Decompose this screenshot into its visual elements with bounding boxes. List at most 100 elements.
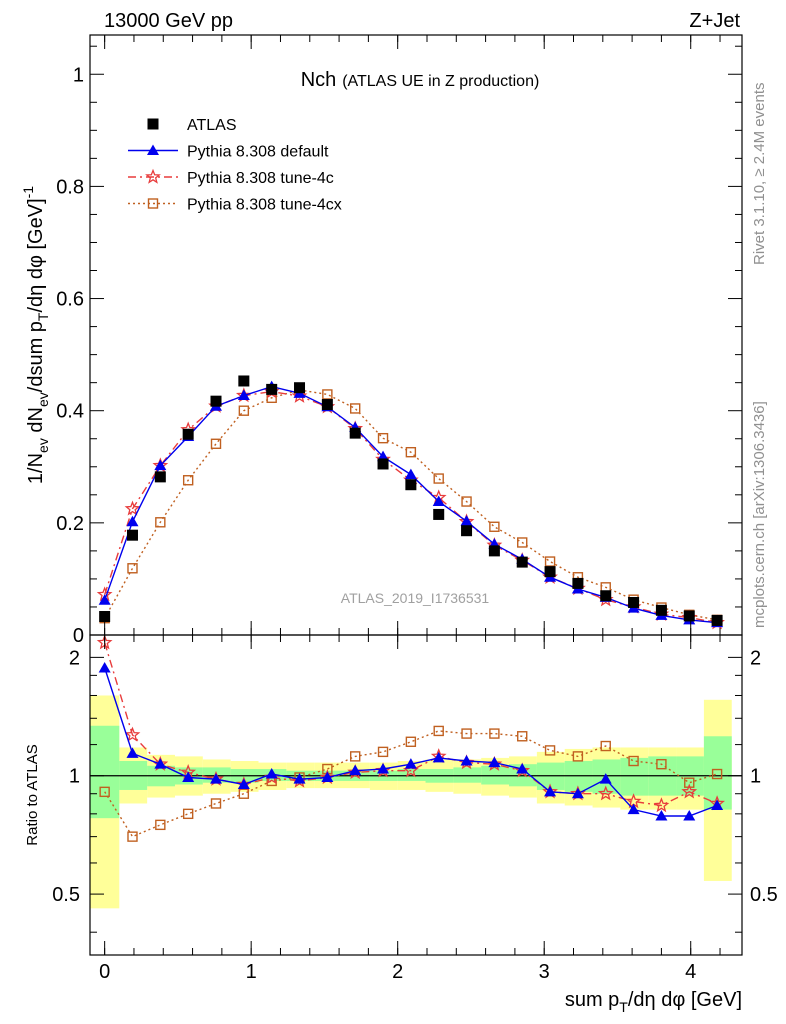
legend-entry-atlas: ATLAS bbox=[147, 117, 237, 134]
data-point-atlas bbox=[600, 590, 612, 602]
ratio-point-pythia-8-308-default bbox=[544, 785, 557, 797]
legend-entry-pythia-8-308-tune-4cx: Pythia 8.308 tune-4cx bbox=[128, 197, 342, 214]
data-point-pythia-8-308-tune-4cx bbox=[377, 432, 389, 444]
legend-label: Pythia 8.308 tune-4cx bbox=[187, 197, 342, 214]
legend-label: Pythia 8.308 tune-4c bbox=[187, 170, 334, 187]
y-tick-label: 0.8 bbox=[56, 176, 84, 198]
ratio-point-pythia-8-308-default bbox=[683, 809, 696, 821]
ratio-point-pythia-8-308-default bbox=[404, 758, 417, 769]
ratio-point-pythia-8-308-default bbox=[154, 758, 167, 769]
data-point-atlas bbox=[488, 545, 500, 557]
ratio-point-pythia-8-308-default bbox=[210, 773, 223, 784]
ratio-point-pythia-8-308-tune-4cx bbox=[544, 745, 556, 756]
y-tick-label: 1 bbox=[73, 64, 84, 86]
legend-entry-pythia-8-308-tune-4c: Pythia 8.308 tune-4c bbox=[128, 168, 334, 187]
main-plot-panel: 0 0.2 0.4 0.6 0.8 1 Nch (ATLAS UE in Z produc… bbox=[20, 34, 743, 647]
ratio-series-pythia-8-308-default bbox=[98, 661, 724, 821]
data-point-atlas bbox=[433, 508, 445, 520]
data-point-pythia-8-308-tune-4cx bbox=[127, 563, 138, 574]
ratio-point-pythia-8-308-tune-4cx bbox=[656, 758, 667, 770]
ratio-y-tick-label-right: 2 bbox=[750, 647, 761, 669]
ratio-point-pythia-8-308-tune-4cx bbox=[628, 755, 639, 767]
ratio-point-pythia-8-308-tune-4cx bbox=[684, 777, 695, 788]
main-y-axis-label: 1/Nev dNev/dsum pT/dη dφ [GeV]-1 bbox=[20, 186, 51, 484]
ratio-series-pythia-8-308-tune-4cx bbox=[99, 725, 723, 842]
legend-marker bbox=[147, 118, 159, 130]
ratio-point-pythia-8-308-tune-4cx bbox=[405, 736, 417, 747]
ratio-point-pythia-8-308-default bbox=[711, 799, 724, 811]
data-point-pythia-8-308-tune-4cx bbox=[544, 556, 556, 567]
data-point-atlas bbox=[628, 596, 640, 608]
ratio-point-pythia-8-308-tune-4cx bbox=[99, 786, 110, 798]
legend: ATLAS Pythia 8.308 default Pythia 8.308 tu… bbox=[128, 117, 342, 214]
series-atlas bbox=[99, 375, 723, 626]
band-green bbox=[564, 761, 593, 792]
ratio-point-pythia-8-308-tune-4cx bbox=[711, 768, 723, 780]
ratio-point-pythia-8-308-default bbox=[237, 778, 250, 789]
rivet-label: Rivet 3.1.10, ≥ 2.4M events bbox=[751, 83, 768, 266]
uncertainty-bands bbox=[90, 695, 732, 909]
ratio-point-pythia-8-308-tune-4c bbox=[597, 785, 614, 801]
data-point-pythia-8-308-tune-4cx bbox=[182, 475, 194, 486]
ratio-point-pythia-8-308-tune-4cx bbox=[349, 751, 361, 762]
mcplots-label: mcplots.cern.ch [arXiv:1306.3436] bbox=[751, 401, 768, 628]
ratio-point-pythia-8-308-tune-4cx bbox=[600, 740, 611, 752]
ratio-point-pythia-8-308-default bbox=[432, 751, 445, 763]
series-line-pythia-8-308-tune-4c bbox=[104, 390, 718, 624]
ratio-point-pythia-8-308-default bbox=[571, 787, 584, 799]
band-green bbox=[90, 725, 120, 819]
ratio-point-pythia-8-308-default bbox=[265, 768, 278, 779]
x-tick-label: 2 bbox=[392, 961, 403, 983]
data-point-pythia-8-308-tune-4cx bbox=[489, 521, 500, 532]
ratio-point-pythia-8-308-tune-4cx bbox=[433, 725, 444, 737]
band-green bbox=[453, 767, 482, 783]
ratio-point-pythia-8-308-tune-4cx bbox=[489, 728, 500, 739]
ratio-point-pythia-8-308-default bbox=[126, 747, 139, 758]
data-point-atlas bbox=[99, 610, 111, 622]
ratio-point-pythia-8-308-default bbox=[488, 756, 501, 768]
x-tick-label: 0 bbox=[99, 961, 110, 983]
legend-label: Pythia 8.308 default bbox=[187, 144, 329, 161]
x-tick-label: 4 bbox=[685, 961, 696, 983]
data-point-atlas bbox=[461, 525, 473, 537]
data-point-atlas bbox=[266, 383, 278, 395]
ratio-plot-frame bbox=[89, 634, 743, 956]
ratio-point-pythia-8-308-tune-4cx bbox=[182, 808, 194, 820]
x-axis-label: sum pT/dη dφ [GeV] bbox=[565, 989, 742, 1015]
data-point-pythia-8-308-default bbox=[154, 459, 167, 471]
ratio-point-pythia-8-308-default bbox=[182, 771, 195, 782]
series-pythia-8-308-tune-4cx bbox=[99, 384, 723, 626]
ratio-point-pythia-8-308-default bbox=[321, 771, 334, 782]
data-point-pythia-8-308-tune-4cx bbox=[238, 405, 250, 416]
data-point-atlas bbox=[377, 458, 389, 470]
ratio-line-pythia-8-308-tune-4c bbox=[104, 642, 718, 807]
y-tick-label: 0 bbox=[73, 625, 84, 647]
data-point-pythia-8-308-default bbox=[404, 468, 417, 480]
ratio-point-pythia-8-308-tune-4cx bbox=[377, 746, 389, 758]
ratio-point-pythia-8-308-default bbox=[98, 661, 111, 673]
data-point-atlas bbox=[210, 395, 222, 407]
data-point-pythia-8-308-tune-4cx bbox=[461, 496, 472, 507]
ratio-point-pythia-8-308-default bbox=[377, 763, 390, 774]
legend-label: ATLAS bbox=[187, 117, 237, 134]
header-left: 13000 GeV pp bbox=[104, 10, 233, 32]
data-point-pythia-8-308-tune-4c bbox=[124, 500, 141, 516]
band-green bbox=[397, 769, 426, 781]
ratio-point-pythia-8-308-default bbox=[627, 803, 640, 815]
data-point-pythia-8-308-default bbox=[432, 495, 445, 507]
data-point-atlas bbox=[126, 529, 138, 541]
ratio-point-pythia-8-308-default bbox=[655, 809, 668, 821]
data-point-pythia-8-308-default bbox=[237, 389, 250, 401]
ratio-point-pythia-8-308-default bbox=[293, 773, 306, 784]
y-tick-label: 0.6 bbox=[56, 289, 84, 311]
data-point-atlas bbox=[349, 427, 361, 439]
ratio-plot-panel: 0.5 0.5 1 1 2 2 0 1 2 3 4 Ratio to ATLAS sum pT/dη… bbox=[24, 634, 778, 1015]
data-point-pythia-8-308-tune-4cx bbox=[433, 473, 444, 484]
data-point-atlas bbox=[182, 428, 194, 440]
ratio-point-pythia-8-308-tune-4cx bbox=[461, 728, 472, 739]
data-point-atlas bbox=[572, 577, 584, 589]
data-point-atlas bbox=[321, 399, 333, 411]
data-point-atlas bbox=[544, 566, 556, 578]
x-tick-label: 1 bbox=[246, 961, 257, 983]
y-tick-label: 0.2 bbox=[56, 513, 84, 535]
